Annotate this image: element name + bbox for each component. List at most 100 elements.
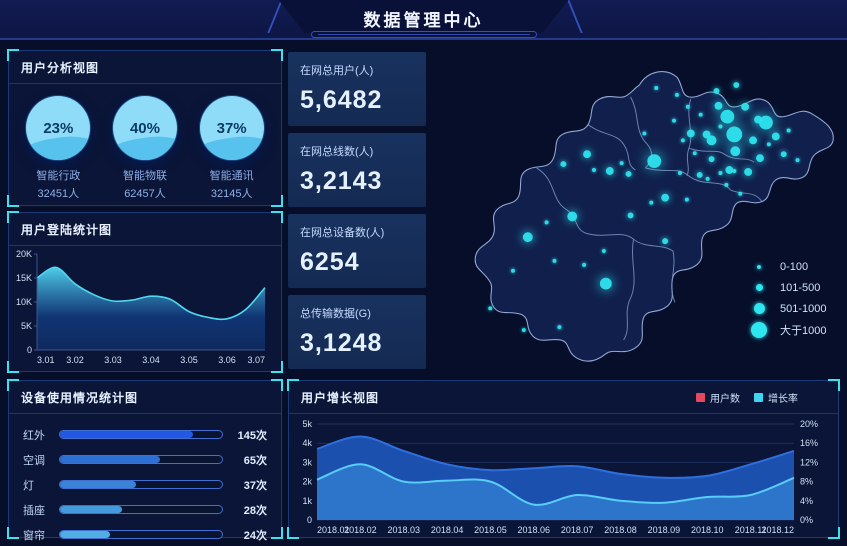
x-tick-label: 2018.12 [761,525,794,535]
map-dot[interactable] [675,92,679,97]
region-map[interactable] [428,44,840,378]
map-dot[interactable] [560,161,567,168]
legend-item[interactable]: 增长率 [754,390,798,405]
bar-value: 24次 [243,529,267,542]
map-dot[interactable] [758,115,773,130]
map-dot[interactable] [627,212,634,219]
device-bar-row: 红外 145次 [23,426,267,443]
map-dot[interactable] [718,124,723,129]
map-dot[interactable] [744,168,753,176]
map-dot[interactable] [661,193,670,202]
map-dot[interactable] [738,191,743,196]
map-dot[interactable] [705,176,710,181]
growth-area-chart[interactable]: 0 1k 2k 3k 4k 5k 0% 4% 8% 12% 16% 20% 2018.012018.02… [289,414,828,538]
map-dot[interactable] [720,109,735,124]
map-dot[interactable] [696,171,703,178]
map-dot[interactable] [680,138,685,143]
login-area-chart[interactable]: 0 5K 10K 15K 20K 3.01 3.02 3.03 3.04 3.05 3.06 3.07 [9,246,271,368]
map-dot[interactable] [601,249,606,253]
map-dot[interactable] [662,238,669,245]
map-dot[interactable] [684,197,689,202]
map-dot[interactable] [741,102,750,111]
panel-user-analysis: 用户分析视图 23% 智能行政 32451人 40% 智能物联 62457人 37% 智能通讯… [7,49,283,207]
map-dot[interactable] [544,220,549,225]
map-dot[interactable] [552,258,557,263]
panel-login-stats: 用户登陆统计图 0 5K 10K 15K 20K 3.01 3.02 3.03 3.04 3.05… [7,211,283,373]
y-tick-label: 20K [16,249,32,259]
map-dot[interactable] [702,130,711,139]
map-dot[interactable] [583,150,592,159]
map-dot[interactable] [725,166,734,174]
bar-track[interactable] [59,430,223,439]
map-legend-item[interactable]: 大于1000 [748,319,827,340]
map-dot[interactable] [708,156,715,163]
map-dot[interactable] [706,135,717,146]
liquid-gauge[interactable]: 37% [199,96,264,160]
map-dot[interactable] [686,129,695,138]
map-dot[interactable] [732,169,737,173]
liquid-gauge[interactable]: 23% [26,96,91,160]
map-dot[interactable] [766,142,771,147]
right-tick-label: 20% [800,419,818,429]
map-dot[interactable] [733,82,740,88]
map-dot[interactable] [521,328,526,333]
map-dot[interactable] [647,154,662,169]
map-inner-border [671,250,676,303]
map-legend-item[interactable]: 0-100 [748,256,827,277]
map-dot[interactable] [582,262,587,267]
x-tick-label: 2018.01 [317,525,350,535]
map-dot[interactable] [713,87,720,94]
map-dot[interactable] [625,170,632,177]
bar-track[interactable] [59,455,223,464]
map-dot[interactable] [714,101,723,110]
map-dot[interactable] [557,325,562,330]
map-dot[interactable] [599,277,612,290]
map-dot[interactable] [718,170,723,175]
map-dot[interactable] [592,168,596,172]
device-bar-row: 空调 65次 [23,451,267,468]
map-dot[interactable] [654,86,659,90]
left-tick-label: 3k [302,457,312,467]
legend-item[interactable]: 用户数 [696,390,740,405]
map-dot[interactable] [698,112,703,117]
header-decoration-line [317,34,530,35]
map-dot[interactable] [685,104,690,109]
corner-bracket [7,379,19,391]
gauge-percent: 37% [216,119,247,137]
map-dot[interactable] [642,131,647,136]
map-dot[interactable] [749,136,758,145]
map-dot[interactable] [795,158,800,163]
left-tick-label: 4k [302,438,312,448]
map-dot[interactable] [488,306,493,311]
map-dot[interactable] [567,211,578,222]
map-dot[interactable] [677,170,682,175]
map-dot[interactable] [730,146,741,157]
map-dot[interactable] [649,200,654,205]
bar-track[interactable] [59,480,223,489]
legend-dot-icon [751,321,767,338]
bar-track[interactable] [59,505,223,514]
map-dot[interactable] [510,268,515,273]
map-dot[interactable] [771,132,780,141]
stat-value: 6254 [300,248,360,276]
header-slash-right [566,0,583,33]
map-dot[interactable] [786,128,791,133]
panel-title: 用户分析视图 [9,51,281,84]
map-dot[interactable] [726,126,743,143]
map-legend-item[interactable]: 101-500 [748,277,827,298]
map-dot[interactable] [692,151,697,156]
map-dot[interactable] [780,151,787,158]
legend-dot-cell [748,284,770,291]
map-legend-item[interactable]: 501-1000 [748,298,827,319]
stat-value: 5,6482 [300,86,383,114]
map-dot[interactable] [619,161,624,166]
bar-track[interactable] [59,530,223,539]
map-dot[interactable] [754,115,762,124]
map-dot[interactable] [605,167,614,175]
map-dot[interactable] [672,118,676,123]
corner-bracket [828,379,840,391]
map-dot[interactable] [756,154,764,163]
liquid-gauge[interactable]: 40% [112,96,177,160]
map-dot[interactable] [522,232,533,243]
map-dot[interactable] [724,182,729,187]
